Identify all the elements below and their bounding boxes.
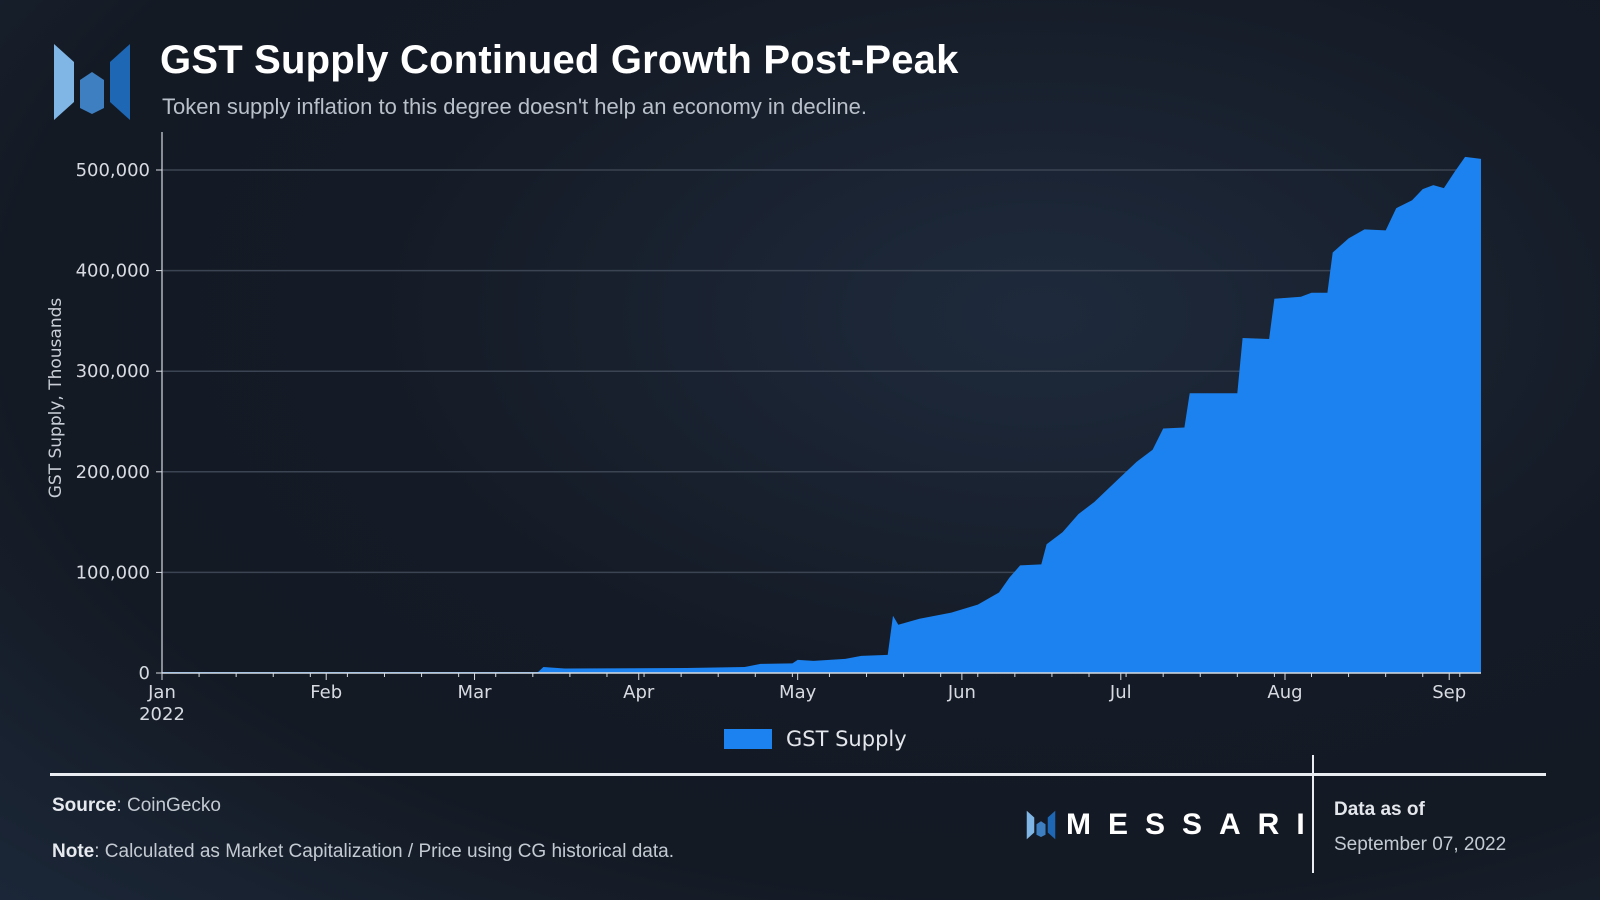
x-tick-label: Jan — [147, 682, 176, 703]
x-tick-label: Jul — [1109, 682, 1132, 703]
legend: GST Supply — [724, 727, 907, 751]
note-text: Note: Calculated as Market Capitalizatio… — [52, 841, 674, 863]
brand-name: MESSARI — [1066, 808, 1322, 841]
data-as-of-date: September 07, 2022 — [1334, 834, 1507, 855]
chart-subtitle: Token supply inflation to this degree do… — [162, 94, 867, 119]
note-value: : Calculated as Market Capitalization / … — [94, 841, 674, 862]
axes — [161, 132, 1481, 674]
source-text: Source: CoinGecko — [52, 795, 221, 817]
messari-brand-icon — [1026, 810, 1056, 840]
y-tick-label: 0 — [139, 663, 150, 684]
x-tick-label: Jun — [947, 682, 976, 703]
legend-swatch — [724, 729, 772, 749]
messari-logo-icon — [54, 44, 130, 120]
source-value: : CoinGecko — [116, 795, 221, 816]
y-tick-label: 200,000 — [76, 462, 150, 483]
x-tick-label: Sep — [1432, 682, 1466, 703]
source-label: Source — [52, 795, 117, 816]
footer-vertical-divider — [1312, 755, 1314, 873]
x-tick-sublabel: 2022 — [139, 704, 185, 725]
gst-supply-area — [162, 156, 1481, 673]
x-tick-label: Feb — [310, 682, 342, 703]
y-tick-label: 300,000 — [76, 361, 150, 382]
data-as-of-label: Data as of — [1334, 799, 1425, 820]
messari-brand: MESSARI — [1026, 808, 1322, 842]
x-tick-label: Mar — [458, 682, 493, 703]
x-tick-label: May — [779, 682, 817, 703]
footer-divider — [50, 773, 1546, 776]
legend-label: GST Supply — [786, 727, 907, 751]
note-label: Note — [52, 841, 95, 862]
x-tick-label: Apr — [623, 682, 655, 703]
chart-title: GST Supply Continued Growth Post-Peak — [160, 38, 959, 82]
x-tick-label: Aug — [1267, 682, 1302, 703]
y-tick-label: 500,000 — [76, 160, 150, 181]
y-tick-label: 100,000 — [76, 562, 150, 583]
y-axis-label: GST Supply, Thousands — [46, 298, 66, 499]
y-axis-ticks: 0 100,000 200,000 300,000 400,000 500,000 — [76, 160, 162, 684]
y-tick-label: 400,000 — [76, 261, 150, 282]
